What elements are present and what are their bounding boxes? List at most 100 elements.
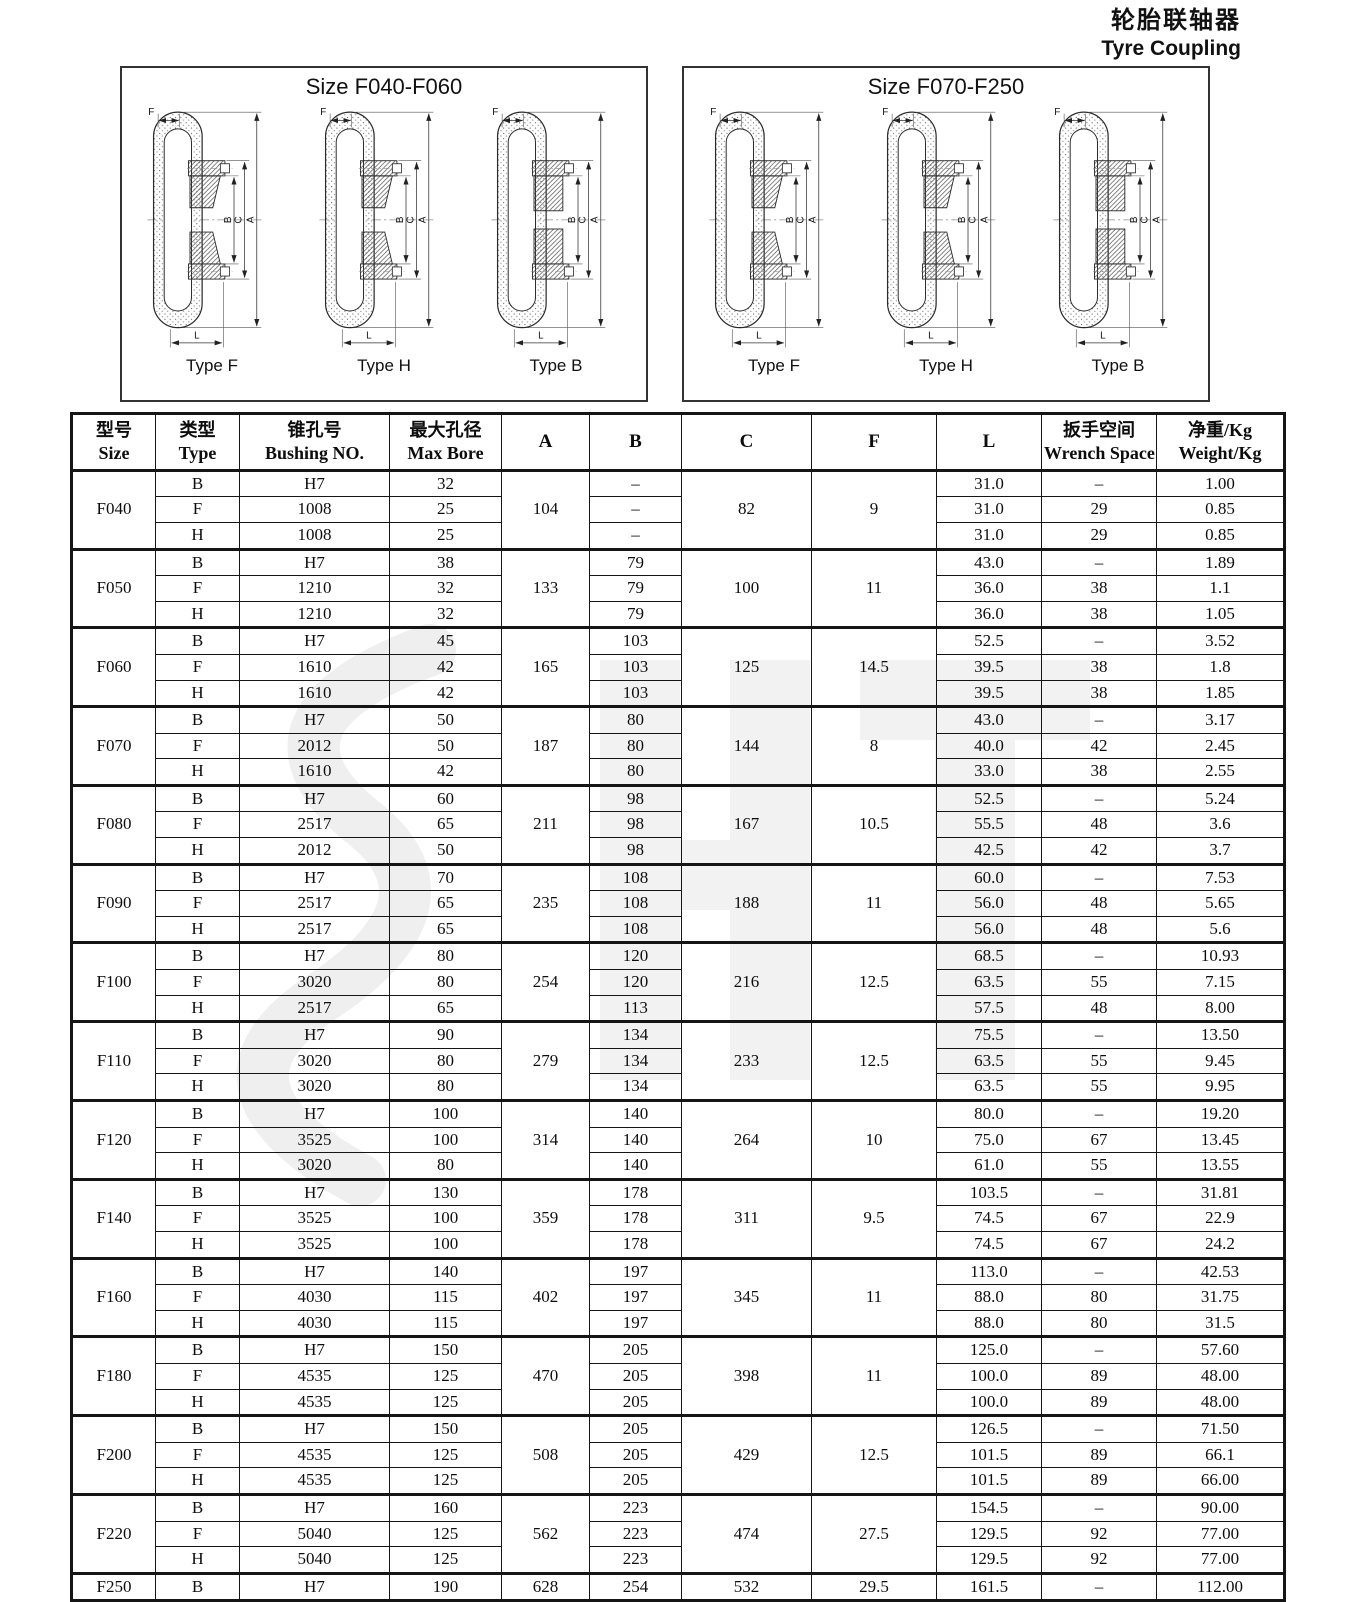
type-label: Type B <box>529 356 583 375</box>
cell-c: 429 <box>681 1414 812 1495</box>
cell-b: 197 <box>589 1256 682 1286</box>
cell-max-bore: 50 <box>389 705 502 734</box>
cell-a: 359 <box>501 1177 590 1259</box>
cell-l: 161.5 <box>936 1571 1042 1602</box>
cell-weight: 66.00 <box>1156 1467 1285 1495</box>
cell-weight: 2.55 <box>1156 758 1285 786</box>
cell-wrench-space: 38 <box>1041 758 1157 786</box>
cell-size: F080 <box>71 783 156 865</box>
cell-f: 29.5 <box>811 1571 937 1602</box>
cell-b: 98 <box>589 783 682 813</box>
cell-weight: 31.81 <box>1156 1177 1285 1207</box>
cell-size: F250 <box>71 1571 156 1602</box>
cell-a: 211 <box>501 783 590 865</box>
cell-bushing: H7 <box>239 1256 390 1286</box>
cell-type: B <box>155 1177 240 1207</box>
cell-b: 79 <box>589 547 682 577</box>
diagram-title: Size F040-F060 <box>305 74 463 99</box>
cell-l: 113.0 <box>936 1256 1042 1286</box>
cell-size: F070 <box>71 705 156 786</box>
table-row: F 4535 125 205 100.0 89 48.00 <box>72 1362 1285 1390</box>
cell-wrench-space: – <box>1041 1099 1157 1128</box>
table-row: F 5040 125 223 129.5 92 77.00 <box>72 1520 1285 1548</box>
cell-max-bore: 115 <box>389 1284 502 1311</box>
table-row: F200 B H7 150 508 205 429 12.5 126.5–71.50 <box>71 1414 1285 1495</box>
cell-weight: 10.93 <box>1156 941 1285 971</box>
cell-type: H <box>155 679 240 708</box>
cell-bushing: H7 <box>239 783 390 813</box>
cell-max-bore: 90 <box>389 1020 502 1049</box>
cell-weight: 77.00 <box>1156 1546 1285 1574</box>
cell-f: 11 <box>811 1256 937 1338</box>
cell-max-bore: 115 <box>389 1309 502 1338</box>
cell-bushing: H7 <box>239 1335 390 1364</box>
cell-l: 125.0 <box>936 1335 1042 1364</box>
cell-size: F120 <box>71 1099 156 1180</box>
cell-l: 103.5 <box>936 1177 1042 1207</box>
cell-l: 74.5 <box>936 1230 1042 1259</box>
cell-bushing: H7 <box>239 626 390 655</box>
cell-type: F <box>155 653 240 681</box>
cell-type: B <box>155 705 240 734</box>
cell-c: 216 <box>681 941 812 1023</box>
cell-weight: 42.53 <box>1156 1256 1285 1286</box>
cell-a: 470 <box>501 1335 590 1417</box>
cell-max-bore: 80 <box>389 1073 502 1101</box>
col-header-max-bore: 最大孔径 Max Bore <box>389 413 502 472</box>
table-row: H 3020 80 140 61.0 55 13.55 <box>72 1152 1285 1180</box>
table-row: H 1610 42 80 33.0 38 2.55 <box>72 758 1285 786</box>
cell-b: 197 <box>589 1284 682 1311</box>
cell-weight: 8.00 <box>1156 994 1285 1023</box>
cell-type: B <box>155 1020 240 1049</box>
cell-max-bore: 25 <box>389 496 502 523</box>
cell-f: 11 <box>811 1335 937 1417</box>
table-row: F220 B H7 160 562 223 474 27.5 154.5–90.00 <box>71 1492 1285 1574</box>
cell-wrench-space: 29 <box>1041 496 1157 523</box>
cell-f: 12.5 <box>811 1020 937 1101</box>
cell-type: B <box>155 1492 240 1522</box>
coupling-figure: Type F <box>129 100 295 376</box>
cell-type: H <box>155 1230 240 1259</box>
cell-b: 98 <box>589 811 682 839</box>
cell-l: 129.5 <box>936 1520 1042 1548</box>
cell-b: 103 <box>589 626 682 655</box>
cell-l: 88.0 <box>936 1284 1042 1311</box>
cell-b: 197 <box>589 1309 682 1338</box>
cell-b: 98 <box>589 837 682 865</box>
cell-f: 12.5 <box>811 1414 937 1495</box>
cell-max-bore: 125 <box>389 1362 502 1390</box>
cell-bushing: 3020 <box>239 1047 390 1075</box>
cell-type: B <box>155 1099 240 1128</box>
cell-wrench-space: – <box>1041 1256 1157 1286</box>
cell-b: – <box>589 468 682 498</box>
cell-weight: 1.8 <box>1156 653 1285 681</box>
cell-wrench-space: 48 <box>1041 994 1157 1023</box>
cell-weight: 0.85 <box>1156 521 1285 550</box>
table-row: F140 B H7 130 359 178 311 9.5 103.5–31.81 <box>71 1177 1285 1259</box>
cell-f: 14.5 <box>811 626 937 708</box>
cell-type: F <box>155 1362 240 1390</box>
cell-bushing: 3525 <box>239 1205 390 1232</box>
col-header-c: C <box>681 413 812 472</box>
cell-size: F220 <box>71 1492 156 1574</box>
cell-max-bore: 125 <box>389 1467 502 1495</box>
cell-weight: 22.9 <box>1156 1205 1285 1232</box>
cell-max-bore: 125 <box>389 1441 502 1469</box>
cell-b: 120 <box>589 969 682 996</box>
cell-type: F <box>155 496 240 523</box>
cell-max-bore: 50 <box>389 732 502 760</box>
cell-l: 61.0 <box>936 1152 1042 1180</box>
cell-bushing: 1210 <box>239 575 390 602</box>
cell-type: H <box>155 1467 240 1495</box>
cell-c: 82 <box>681 468 812 550</box>
cell-l: 100.0 <box>936 1388 1042 1417</box>
table-row: F 1610 42 103 39.5 38 1.8 <box>72 653 1285 681</box>
cell-max-bore: 80 <box>389 1047 502 1075</box>
table-row: H 1610 42 103 39.5 38 1.85 <box>72 679 1285 708</box>
cell-size: F060 <box>71 626 156 708</box>
cell-bushing: H7 <box>239 547 390 577</box>
cell-l: 40.0 <box>936 732 1042 760</box>
cell-type: H <box>155 994 240 1023</box>
cell-bushing: 4535 <box>239 1467 390 1495</box>
table-row: H 1008 25 – 31.0 29 0.85 <box>72 521 1285 550</box>
